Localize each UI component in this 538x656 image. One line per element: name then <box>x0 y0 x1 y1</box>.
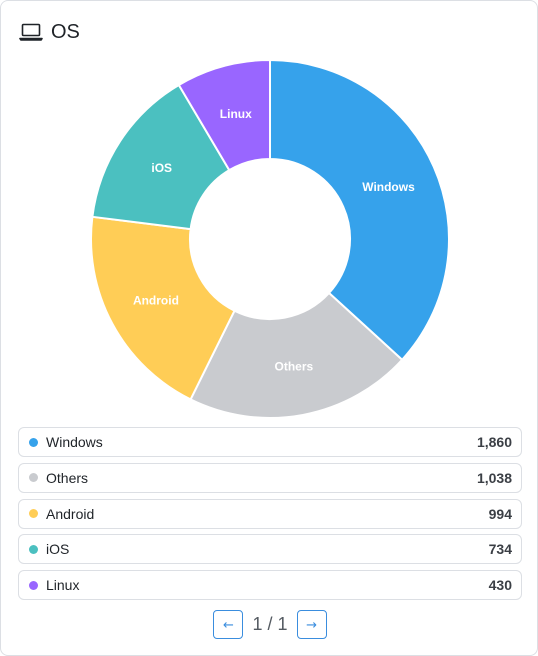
slice-label-others: Others <box>274 359 313 373</box>
slice-label-android: Android <box>133 293 179 307</box>
legend-item-value: 994 <box>488 505 512 522</box>
legend-item-ios[interactable]: iOS 734 <box>18 534 522 565</box>
legend-color-dot <box>29 473 38 483</box>
legend-item-label: iOS <box>46 541 70 558</box>
legend-item-others[interactable]: Others 1,038 <box>18 462 522 493</box>
legend-item-value: 1,860 <box>476 434 512 450</box>
legend-item-label: Android <box>46 505 95 522</box>
page-indicator: 1 / 1 <box>252 614 288 634</box>
laptop-icon <box>19 20 43 44</box>
legend-item-label: Windows <box>46 434 103 450</box>
legend-item-windows[interactable]: Windows 1,860 <box>18 427 522 457</box>
next-page-button[interactable]: → <box>296 610 327 639</box>
card-title: OS <box>51 21 80 43</box>
slice-windows[interactable] <box>269 58 450 362</box>
legend-list: Windows 1,860 Others 1,038 Android 994 iOS 734 L… <box>18 427 522 606</box>
legend-item-label: Others <box>46 469 89 486</box>
doughnut-chart: Windows Others Android iOS Linux <box>1 51 538 423</box>
slice-label-linux: Linux <box>220 107 252 121</box>
legend-color-dot <box>29 437 38 447</box>
slice-linux[interactable] <box>177 58 271 172</box>
pagination: ← 1 / 1 → <box>1 609 538 640</box>
prev-page-button[interactable]: ← <box>213 610 244 639</box>
slice-others[interactable] <box>189 291 404 419</box>
slice-label-ios: iOS <box>151 161 172 175</box>
legend-color-dot <box>29 509 38 519</box>
legend-item-label: Linux <box>46 577 80 594</box>
legend-item-value: 430 <box>488 577 512 594</box>
slice-ios[interactable] <box>91 83 231 231</box>
legend-item-value: 734 <box>488 541 512 558</box>
doughnut-chart-svg: Windows Others Android iOS Linux <box>90 58 450 419</box>
slice-label-windows: Windows <box>362 180 415 194</box>
card-header: OS <box>19 19 80 45</box>
legend-color-dot <box>29 544 38 554</box>
legend-item-android[interactable]: Android 994 <box>18 498 522 529</box>
legend-color-dot <box>29 580 38 590</box>
legend-item-value: 1,038 <box>476 469 512 486</box>
legend-item-linux[interactable]: Linux 430 <box>18 570 522 601</box>
slice-android[interactable] <box>90 215 236 401</box>
